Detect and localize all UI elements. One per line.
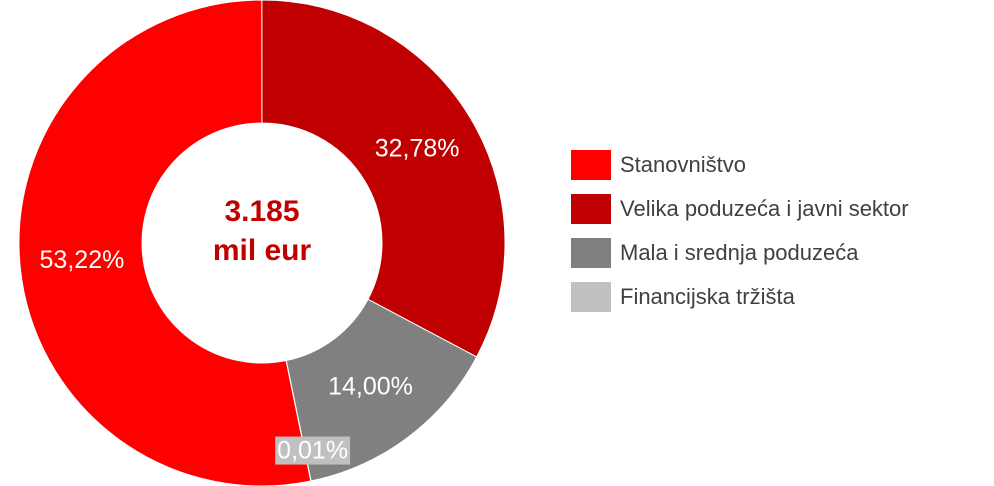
center-text: 3.185 bbox=[224, 195, 299, 228]
value-label-box bbox=[275, 436, 351, 465]
value-label: 32,78% bbox=[375, 134, 460, 162]
legend-swatch bbox=[571, 282, 611, 312]
value-label: 0,01% bbox=[277, 437, 348, 465]
center-text: mil eur bbox=[213, 234, 312, 267]
legend-label: Velika poduzeća i javni sektor bbox=[620, 196, 909, 221]
legend-swatch bbox=[571, 150, 611, 180]
value-label: 14,00% bbox=[328, 372, 413, 400]
legend-label: Mala i srednja poduzeća bbox=[620, 240, 859, 265]
slice bbox=[18, 0, 312, 486]
legend-label: Stanovništvo bbox=[620, 152, 746, 177]
legend-label: Financijska tržišta bbox=[620, 284, 796, 309]
slice bbox=[261, 0, 506, 358]
value-label: 53,22% bbox=[40, 246, 125, 274]
slice bbox=[285, 298, 478, 482]
legend-swatch bbox=[571, 238, 611, 268]
legend-swatch bbox=[571, 194, 611, 224]
